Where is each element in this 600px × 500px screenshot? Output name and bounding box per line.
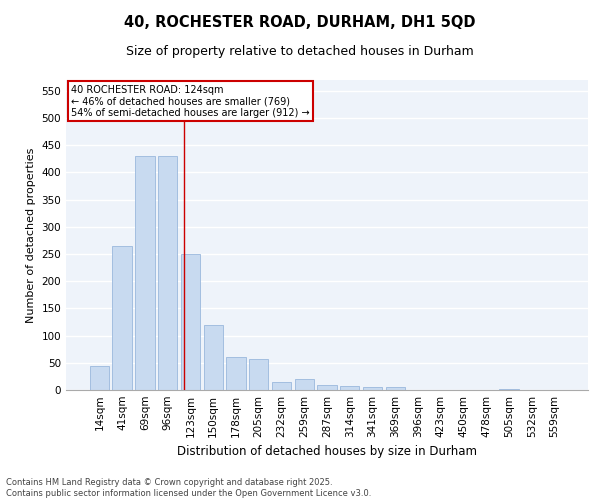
Bar (226, 358, 245, 390)
Bar (386, 388, 405, 390)
Bar (158, 156, 178, 390)
Bar (112, 246, 132, 390)
Text: Contains HM Land Registry data © Crown copyright and database right 2025.
Contai: Contains HM Land Registry data © Crown c… (6, 478, 371, 498)
Bar (499, 389, 519, 390)
Y-axis label: Number of detached properties: Number of detached properties (26, 148, 36, 322)
Bar (90, 366, 109, 390)
Bar (317, 384, 337, 390)
Bar (340, 386, 359, 390)
Text: 40 ROCHESTER ROAD: 124sqm
← 46% of detached houses are smaller (769)
54% of semi: 40 ROCHESTER ROAD: 124sqm ← 46% of detac… (71, 84, 310, 118)
Bar (135, 156, 155, 390)
Bar (272, 382, 291, 390)
Bar (295, 379, 314, 390)
Text: 40, ROCHESTER ROAD, DURHAM, DH1 5QD: 40, ROCHESTER ROAD, DURHAM, DH1 5QD (124, 15, 476, 30)
Text: Size of property relative to detached houses in Durham: Size of property relative to detached ho… (126, 45, 474, 58)
X-axis label: Distribution of detached houses by size in Durham: Distribution of detached houses by size … (177, 446, 477, 458)
Bar (363, 386, 382, 390)
Bar (249, 359, 268, 390)
Bar (203, 324, 223, 390)
Bar (181, 254, 200, 390)
